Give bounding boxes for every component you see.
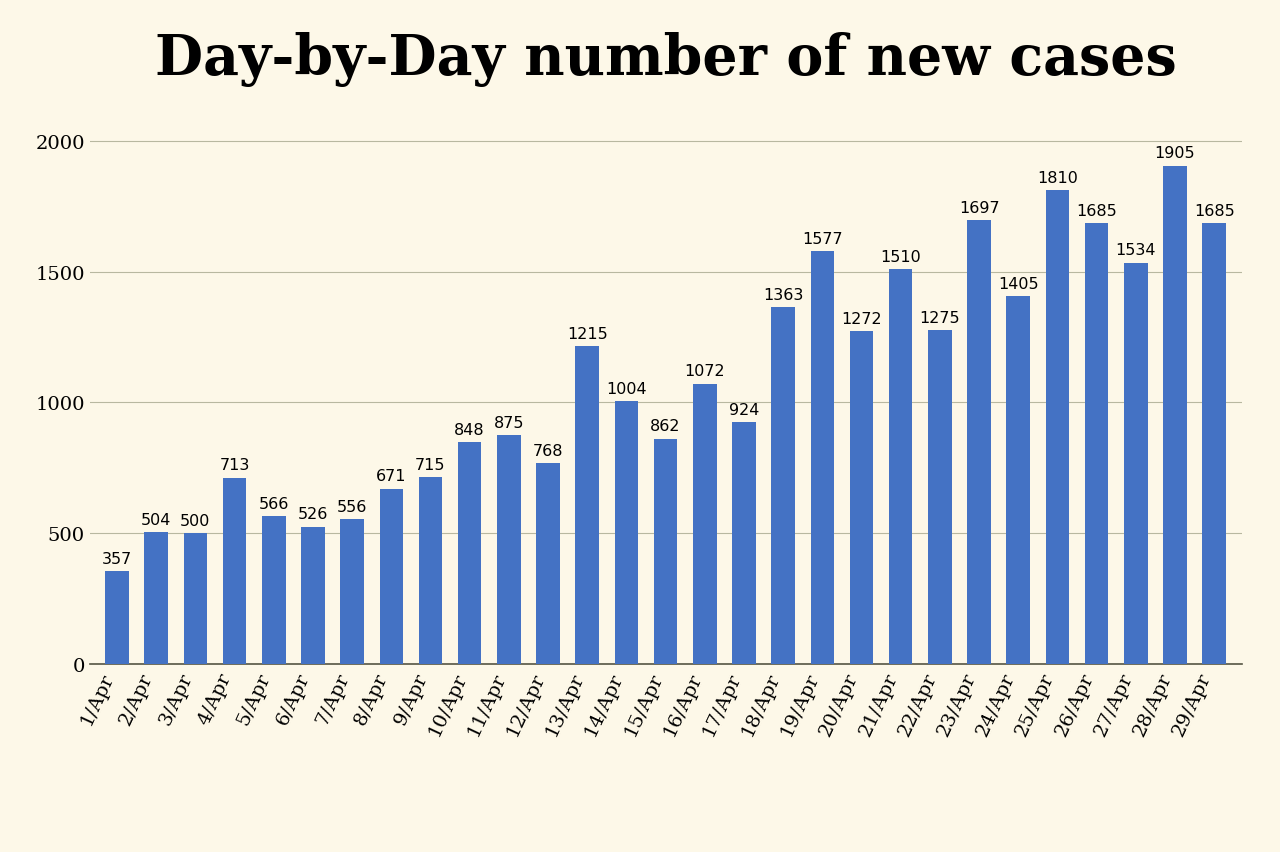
Text: 768: 768 <box>532 444 563 458</box>
Text: 713: 713 <box>219 458 250 473</box>
Text: 1685: 1685 <box>1076 204 1117 219</box>
Text: 1363: 1363 <box>763 288 804 302</box>
Bar <box>536 463 559 665</box>
Bar <box>183 534 207 665</box>
Bar <box>1202 224 1226 665</box>
Text: 1072: 1072 <box>685 364 724 379</box>
Text: 1685: 1685 <box>1194 204 1234 219</box>
Bar <box>654 439 677 665</box>
Text: 1275: 1275 <box>919 311 960 325</box>
Bar <box>614 402 639 665</box>
Text: 1534: 1534 <box>1116 243 1156 258</box>
Bar <box>772 308 795 665</box>
Text: 556: 556 <box>337 499 367 514</box>
Bar <box>810 252 835 665</box>
Bar <box>1006 297 1030 665</box>
Bar <box>1124 263 1148 665</box>
Bar <box>105 571 129 665</box>
Bar <box>1164 166 1187 665</box>
Bar <box>380 489 403 665</box>
Bar <box>145 532 168 665</box>
Text: 526: 526 <box>298 507 328 521</box>
Text: 924: 924 <box>728 403 759 417</box>
Text: 566: 566 <box>259 497 289 511</box>
Text: 357: 357 <box>102 551 132 566</box>
Bar <box>419 478 443 665</box>
Bar <box>968 221 991 665</box>
Bar <box>223 478 246 665</box>
Bar <box>497 435 521 665</box>
Bar <box>458 443 481 665</box>
Text: 1697: 1697 <box>959 200 1000 216</box>
Text: 504: 504 <box>141 513 172 527</box>
Text: 671: 671 <box>376 469 407 484</box>
Text: 862: 862 <box>650 419 681 434</box>
Bar <box>1046 191 1069 665</box>
Bar <box>692 384 717 665</box>
Bar <box>850 332 873 665</box>
Bar <box>888 269 913 665</box>
Text: 875: 875 <box>494 416 524 430</box>
Bar <box>576 347 599 665</box>
Bar <box>262 516 285 665</box>
Title: Day-by-Day number of new cases: Day-by-Day number of new cases <box>155 32 1176 87</box>
Text: 1510: 1510 <box>881 250 922 264</box>
Bar <box>928 331 951 665</box>
Text: 848: 848 <box>454 423 485 438</box>
Text: 1004: 1004 <box>607 382 646 397</box>
Bar <box>732 423 755 665</box>
Text: 715: 715 <box>415 458 445 472</box>
Text: 500: 500 <box>180 514 211 528</box>
Bar <box>301 527 325 665</box>
Text: 1405: 1405 <box>998 277 1038 292</box>
Text: 1215: 1215 <box>567 326 608 342</box>
Text: 1272: 1272 <box>841 312 882 326</box>
Bar <box>340 519 364 665</box>
Text: 1810: 1810 <box>1037 171 1078 186</box>
Text: 1905: 1905 <box>1155 146 1196 161</box>
Text: 1577: 1577 <box>803 232 842 247</box>
Bar <box>1085 224 1108 665</box>
